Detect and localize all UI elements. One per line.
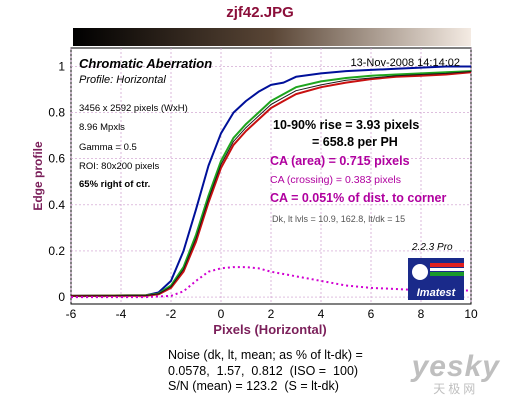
version-text: 2.2.3 Pro xyxy=(411,242,453,253)
curves xyxy=(70,65,472,299)
imatest-logo: Imatest xyxy=(408,258,464,300)
chart-title: Chromatic Aberration xyxy=(79,56,212,71)
x-axis-label: Pixels (Horizontal) xyxy=(213,322,326,337)
blue-edge-curve xyxy=(70,65,471,297)
logo-stripe-green xyxy=(430,272,464,276)
info-resolution: 3456 x 2592 pixels (WxH) xyxy=(79,103,188,114)
watermark-sub: 天极网 xyxy=(433,382,479,396)
y-tick-label: 0.8 xyxy=(48,106,65,120)
watermark-main: yesky xyxy=(411,350,500,383)
noise-line: S/N (mean) = 123.2 (S = lt-dk) xyxy=(168,379,339,393)
page-title: zjf42.JPG xyxy=(226,4,294,21)
info-gamma: Gamma = 0.5 xyxy=(79,142,137,153)
ca-crossing-text: CA (crossing) = 0.383 pixels xyxy=(270,174,401,186)
logo-text: Imatest xyxy=(417,287,457,299)
grid xyxy=(70,48,472,304)
info-position: 65% right of ctr. xyxy=(79,179,150,190)
dk-levels-text: Dk, lt lvls = 10.9, 162.8, lt/dk = 15 xyxy=(272,214,405,224)
y-tick-label: 0.6 xyxy=(48,152,65,166)
x-tick-label: -2 xyxy=(166,307,177,321)
x-tick-label: 0 xyxy=(218,307,225,321)
logo-stripe-red xyxy=(430,263,464,267)
annotations: Chromatic Aberration Profile: Horizontal… xyxy=(31,56,464,337)
noise-stats: Noise (dk, lt, mean; as % of lt-dk) = 0.… xyxy=(168,348,363,395)
y-tick-label: 0.2 xyxy=(48,244,65,258)
magenta-edge-curve xyxy=(71,266,472,299)
y-tick-label: 0.4 xyxy=(48,198,65,212)
chart-subtitle: Profile: Horizontal xyxy=(79,74,166,86)
x-tick-label: 10 xyxy=(464,307,478,321)
black-edge-curve xyxy=(70,71,472,297)
noise-line: Noise (dk, lt, mean; as % of lt-dk) = xyxy=(168,348,363,362)
green-edge-curve xyxy=(70,70,472,297)
x-tick-label: 4 xyxy=(318,307,325,321)
rise-text: 10-90% rise = 3.93 pixels xyxy=(273,118,419,132)
y-tick-label: 0 xyxy=(58,290,65,304)
red-edge-curve xyxy=(70,71,472,297)
x-tick-label: -4 xyxy=(116,307,127,321)
x-tick-label: 2 xyxy=(268,307,275,321)
logo-circle xyxy=(412,264,428,280)
x-tick-label: 8 xyxy=(418,307,425,321)
watermark: yesky 天极网 xyxy=(412,352,500,397)
logo-stripe-white xyxy=(430,268,464,271)
y-tick-label: 1 xyxy=(58,59,65,73)
noise-line: 0.0578, 1.57, 0.812 (ISO = 100) xyxy=(168,363,359,378)
info-roi: ROI: 80x200 pixels xyxy=(79,161,160,172)
per-ph-text: = 658.8 per PH xyxy=(312,135,398,149)
ca-area-text: CA (area) = 0.715 pixels xyxy=(270,154,410,168)
x-tick-label: 6 xyxy=(368,307,375,321)
ticks: -6 -4 -2 0 2 4 6 8 10 0 0.2 0.4 0.6 0.8 1 xyxy=(48,59,478,321)
chart-date: 13-Nov-2008 14:14:02 xyxy=(351,57,460,69)
x-tick-label: -6 xyxy=(66,307,77,321)
info-megapixels: 8.96 Mpxls xyxy=(79,122,125,133)
gradient-bar xyxy=(73,28,471,46)
ca-corner-text: CA = 0.051% of dist. to corner xyxy=(270,191,446,205)
y-axis-label: Edge profile xyxy=(31,141,45,211)
